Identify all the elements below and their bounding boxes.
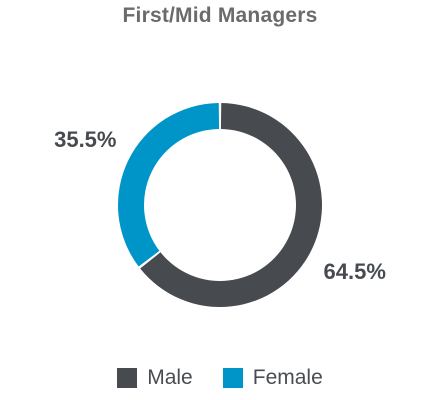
data-label-male: 64.5%	[324, 259, 386, 284]
legend-label-male: Male	[147, 366, 193, 389]
legend-item-female: Female	[222, 366, 323, 390]
donut-labels: 64.5% 35.5%	[54, 127, 386, 284]
legend: Male Female	[0, 366, 440, 390]
donut-slices	[118, 103, 323, 307]
legend-swatch-male	[117, 368, 138, 388]
data-label-female: 35.5%	[54, 127, 116, 152]
chart-title: First/Mid Managers	[122, 4, 318, 27]
slice-male	[140, 103, 323, 307]
slice-female	[118, 103, 220, 267]
legend-item-male: Male	[117, 366, 193, 390]
legend-label-female: Female	[252, 366, 323, 389]
legend-swatch-female	[222, 368, 243, 388]
